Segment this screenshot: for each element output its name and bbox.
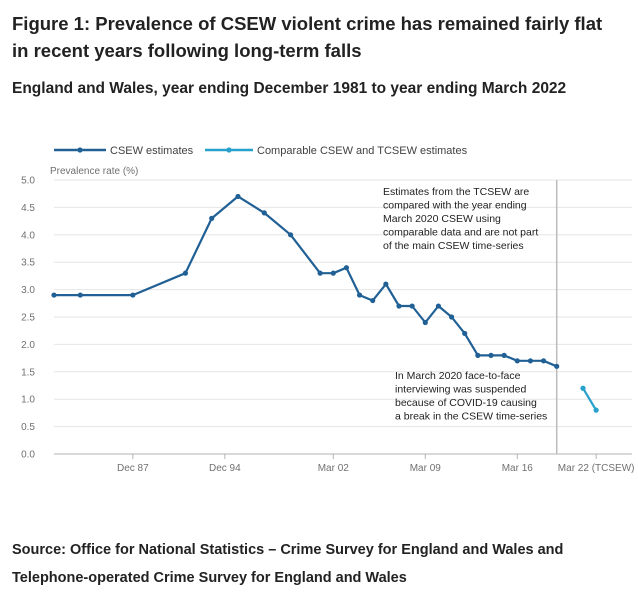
data-point	[540, 358, 547, 364]
data-point	[330, 270, 336, 276]
data-point	[317, 270, 323, 276]
y-tick-label: 2.0	[21, 340, 35, 351]
data-point	[383, 281, 389, 287]
line-chart: 0.0 0.5 1.0 1.5 2.0 2.5 3.0 3.5 4.0 4.5 5.0 Dec 87…	[21, 145, 634, 474]
annotation-line: interviewing was suspended	[395, 384, 526, 396]
data-point	[475, 352, 481, 358]
data-point	[448, 314, 455, 320]
x-tick-label: Dec 87	[117, 463, 149, 474]
data-point	[130, 292, 136, 298]
y-tick-label: 0.5	[21, 422, 35, 433]
y-tick-label: 4.0	[21, 230, 35, 241]
data-point	[261, 210, 267, 216]
chart-subtitle: England and Wales, year ending December …	[12, 80, 567, 97]
annotations: Estimates from the TCSEW are compared wit…	[383, 186, 547, 423]
data-point	[514, 358, 520, 364]
y-tick-label: 3.0	[21, 285, 35, 296]
y-tick-label: 1.0	[21, 395, 35, 406]
annotation-line: In March 2020 face-to-face	[395, 370, 521, 382]
chart-title: Figure 1: Prevalence of CSEW violent cri…	[12, 13, 603, 61]
legend-marker	[226, 147, 232, 153]
data-point	[287, 232, 294, 238]
annotation-line: Estimates from the TCSEW are	[383, 186, 529, 198]
data-point	[501, 352, 507, 358]
legend-label: Comparable CSEW and TCSEW estimates	[257, 145, 468, 157]
x-tick-label: Mar 09	[410, 463, 442, 474]
data-point	[422, 319, 428, 326]
data-point	[462, 330, 468, 337]
data-point	[356, 292, 363, 298]
x-tick-label: Mar 02	[318, 463, 350, 474]
data-point	[488, 352, 494, 358]
data-point	[554, 363, 560, 369]
y-tick-label: 0.0	[21, 450, 35, 461]
data-point	[435, 303, 442, 309]
annotation-line: because of COVID-19 causing	[395, 397, 537, 409]
data-point	[396, 303, 402, 309]
y-axis-label: Prevalence rate (%)	[50, 166, 138, 177]
data-point	[209, 215, 215, 221]
gridlines	[54, 179, 632, 455]
y-axis: 0.0 0.5 1.0 1.5 2.0 2.5 3.0 3.5 4.0 4.5 5.0	[21, 176, 35, 461]
y-tick-label: 4.5	[21, 203, 35, 214]
x-tick-label: Dec 94	[209, 463, 241, 474]
y-tick-label: 5.0	[21, 176, 35, 187]
series-group	[51, 193, 599, 413]
y-tick-label: 3.5	[21, 258, 35, 269]
annotation-line: compared with the year ending	[383, 200, 527, 212]
data-point	[580, 385, 586, 391]
data-point	[235, 193, 241, 200]
data-point	[77, 292, 83, 298]
legend: CSEW estimates Comparable CSEW and TCSEW …	[54, 145, 468, 157]
data-point	[409, 303, 415, 309]
data-point	[182, 270, 189, 276]
data-point	[527, 358, 534, 364]
annotation-line: a break in the CSEW time-series	[395, 411, 547, 423]
y-tick-label: 2.5	[21, 313, 35, 324]
annotation-line: comparable data and are not part	[383, 227, 538, 239]
data-point	[593, 407, 599, 413]
x-tick-label: Mar 16	[502, 463, 534, 474]
x-axis: Dec 87 Dec 94 Mar 02 Mar 09 Mar 16 Mar 22 (TC…	[117, 454, 634, 474]
legend-label: CSEW estimates	[110, 145, 194, 157]
data-point	[51, 292, 57, 298]
series-line-2	[582, 387, 598, 411]
annotation-line: March 2020 CSEW using	[383, 213, 501, 225]
annotation-line: of the main CSEW time-series	[383, 240, 524, 252]
data-point	[370, 297, 376, 304]
y-tick-label: 1.5	[21, 367, 35, 378]
source-note: Source: Office for National Statistics –…	[12, 542, 564, 586]
data-point	[343, 265, 350, 271]
x-tick-label: Mar 22 (TCSEW)	[558, 463, 635, 474]
legend-marker	[77, 147, 83, 153]
